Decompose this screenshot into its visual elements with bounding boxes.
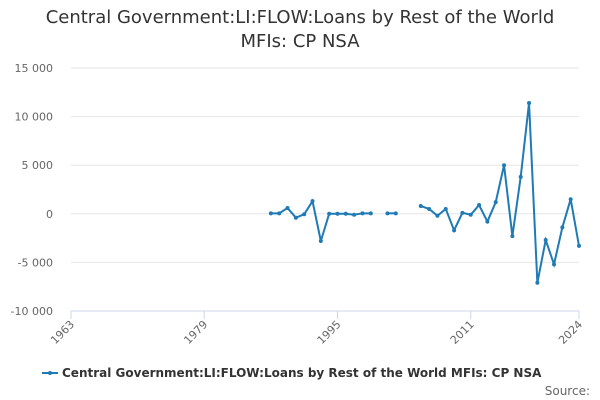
legend-marker <box>48 371 52 375</box>
point <box>277 211 282 216</box>
point <box>493 200 498 205</box>
point <box>560 225 565 230</box>
point <box>535 280 540 285</box>
x-tick-label: 1979 <box>181 318 210 347</box>
x-tick-label: 2011 <box>448 318 477 347</box>
y-tick-label: 5 000 <box>22 159 54 172</box>
point <box>268 211 273 216</box>
point <box>427 206 432 211</box>
point <box>460 210 465 215</box>
point <box>552 262 557 267</box>
point <box>393 211 398 216</box>
point <box>418 204 423 209</box>
x-tick-label: 2024 <box>556 318 585 347</box>
point <box>352 212 357 217</box>
point <box>327 211 332 216</box>
point <box>310 199 315 204</box>
point <box>510 234 515 239</box>
point <box>468 212 473 217</box>
point <box>527 100 532 105</box>
y-tick-label: 15 000 <box>15 62 54 75</box>
point <box>302 212 307 217</box>
point <box>568 197 573 202</box>
point <box>543 238 548 243</box>
point <box>477 203 482 208</box>
legend-label: Central Government:LI:FLOW:Loans by Rest… <box>62 366 542 380</box>
x-tick-label: 1995 <box>315 318 344 347</box>
point <box>285 205 290 210</box>
point <box>435 213 440 218</box>
point <box>335 211 340 216</box>
point <box>360 211 365 216</box>
point <box>385 211 390 216</box>
point <box>443 206 448 211</box>
y-tick-label: 0 <box>46 208 53 221</box>
x-tick-label: 1963 <box>48 318 77 347</box>
y-tick-label: -10 000 <box>11 305 53 318</box>
point <box>452 228 457 233</box>
series-line <box>420 102 580 284</box>
point <box>485 219 490 224</box>
point <box>318 239 323 244</box>
y-tick-label: -5 000 <box>18 256 53 269</box>
chart-title: Central Government:LI:FLOW:Loans by Rest… <box>45 7 555 52</box>
point <box>502 163 507 168</box>
point <box>293 215 298 220</box>
point <box>368 211 373 216</box>
point <box>518 174 523 179</box>
y-tick-label: 10 000 <box>15 111 54 124</box>
point <box>577 243 581 248</box>
source: Source: <box>545 384 590 398</box>
point <box>343 211 348 216</box>
